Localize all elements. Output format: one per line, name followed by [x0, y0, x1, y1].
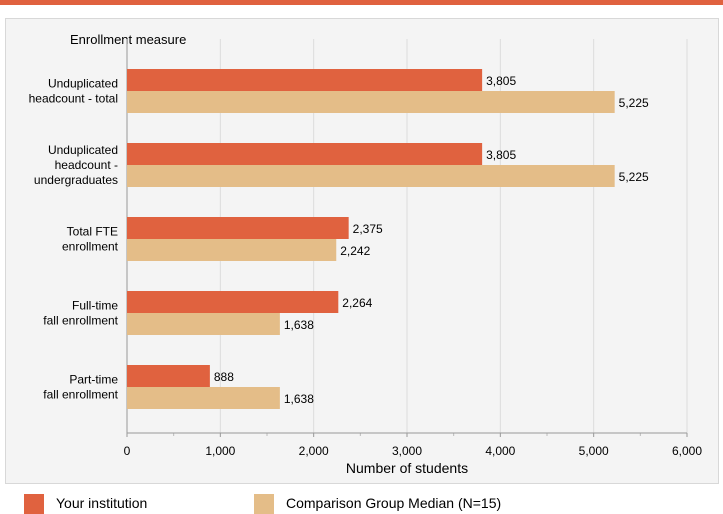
data-label: 5,225 — [619, 96, 649, 110]
bar-comparison-median — [127, 165, 615, 187]
category-label: Full-time — [72, 299, 118, 313]
data-label: 2,375 — [353, 222, 383, 236]
category-label: undergraduates — [34, 173, 118, 187]
top-accent-bar — [0, 0, 723, 5]
bar-your-institution — [127, 217, 349, 239]
category-label: Part-time — [69, 373, 118, 387]
x-axis-title: Number of students — [346, 460, 468, 476]
x-tick-label: 0 — [124, 444, 131, 458]
x-tick-label: 6,000 — [672, 444, 702, 458]
bar-comparison-median — [127, 239, 337, 261]
category-label: Total FTE — [67, 225, 118, 239]
bar-chart: Enrollment measure 0 1,000 2,000 3,000 4,000 5… — [29, 32, 703, 476]
bar-your-institution — [127, 291, 339, 313]
category-label: enrollment — [62, 240, 119, 254]
bar-your-institution — [127, 143, 483, 165]
data-label: 2,264 — [342, 296, 372, 310]
legend-label-your-institution: Your institution — [56, 495, 148, 511]
chart-title: Enrollment measure — [70, 32, 186, 47]
chart-panel: Enrollment measure 0 1,000 2,000 3,000 4,000 5… — [5, 18, 719, 484]
bar-your-institution — [127, 365, 210, 387]
legend-label-comparison-median: Comparison Group Median (N=15) — [286, 495, 502, 511]
category-label: Unduplicated — [48, 143, 118, 157]
data-label: 2,242 — [340, 244, 370, 258]
data-label: 5,225 — [619, 170, 649, 184]
x-tick-label: 3,000 — [392, 444, 422, 458]
category-label: headcount - total — [29, 92, 118, 106]
data-label: 3,805 — [486, 148, 516, 162]
legend-swatch-your-institution — [24, 494, 44, 514]
x-tick-label: 4,000 — [485, 444, 515, 458]
data-label: 3,805 — [486, 74, 516, 88]
data-label: 888 — [214, 370, 234, 384]
bar-your-institution — [127, 69, 483, 91]
data-label: 1,638 — [284, 392, 314, 406]
x-tick-label: 1,000 — [205, 444, 235, 458]
x-tick-label: 2,000 — [299, 444, 329, 458]
bar-comparison-median — [127, 313, 280, 335]
x-tick-label: 5,000 — [579, 444, 609, 458]
category-label: headcount - — [55, 158, 118, 172]
category-label: Unduplicated — [48, 77, 118, 91]
data-label: 1,638 — [284, 318, 314, 332]
legend: Your institution Comparison Group Median… — [0, 486, 723, 514]
category-label: fall enrollment — [43, 314, 118, 328]
bar-comparison-median — [127, 387, 280, 409]
legend-swatch-comparison-median — [254, 494, 274, 514]
category-label: fall enrollment — [43, 388, 118, 402]
bar-comparison-median — [127, 91, 615, 113]
